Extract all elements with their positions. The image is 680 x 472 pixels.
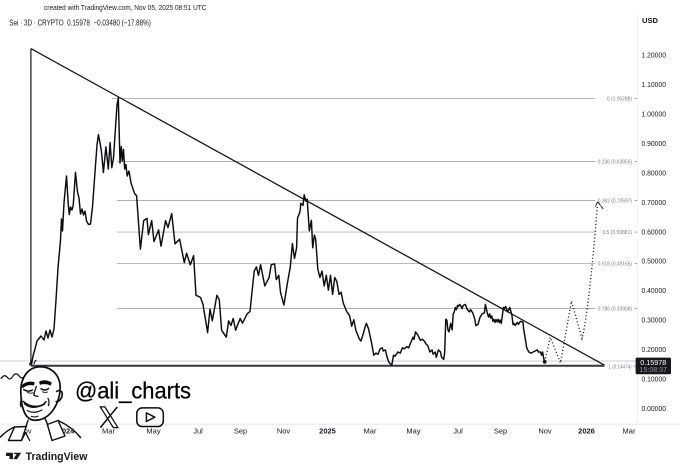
svg-text:Mar: Mar [623,427,636,436]
svg-text:created with TradingView.com,: created with TradingView.com, Nov 05, 20… [44,3,207,12]
svg-text:May: May [406,427,420,436]
svg-text:Sep: Sep [494,427,507,436]
svg-text:1.00000: 1.00000 [642,110,667,119]
svg-text:1.10000: 1.10000 [642,80,667,89]
svg-text:2024: 2024 [58,427,76,436]
svg-text:0.50000: 0.50000 [642,257,667,266]
svg-text:15:08:37: 15:08:37 [640,367,668,374]
svg-text:1.20000: 1.20000 [642,51,667,60]
svg-text:0.20000: 0.20000 [642,345,667,354]
svg-text:0 (1.05288): 0 (1.05288) [607,97,632,103]
svg-text:May: May [146,427,160,436]
svg-text:Nov: Nov [538,427,552,436]
svg-text:2026: 2026 [578,427,595,436]
svg-text:0.10000: 0.10000 [642,375,667,384]
svg-text:0.618 (0.49165): 0.618 (0.49165) [598,262,632,268]
svg-text:0.00000: 0.00000 [642,404,667,413]
svg-text:0.786 (0.33908): 0.786 (0.33908) [598,307,632,313]
svg-text:Mar: Mar [102,427,115,436]
svg-text:0.382 (0.70597): 0.382 (0.70597) [598,199,632,205]
svg-text:0.60000: 0.60000 [642,227,667,236]
svg-text:Jul: Jul [193,427,203,436]
svg-text:0.70000: 0.70000 [642,198,667,207]
svg-text:0.40000: 0.40000 [642,286,667,295]
svg-text:0.30000: 0.30000 [642,316,667,325]
svg-text:Sep: Sep [234,427,247,436]
svg-text:Nov: Nov [277,427,291,436]
svg-text:USD: USD [642,16,659,25]
svg-text:Jul: Jul [453,427,463,436]
svg-text:1 (0.14474): 1 (0.14474) [609,364,632,370]
svg-text:Sei · 3D · CRYPTO 0.15978 −0: Sei · 3D · CRYPTO 0.15978 −0.03480 (−17.… [9,18,151,27]
svg-text:0.236 (0.83856): 0.236 (0.83856) [598,160,632,166]
svg-text:0.15978: 0.15978 [640,358,666,367]
svg-text:Mar: Mar [364,427,377,436]
svg-text:TradingView: TradingView [26,451,88,463]
svg-text:0.80000: 0.80000 [642,168,667,177]
svg-text:0.5 (0.59881): 0.5 (0.59881) [602,230,632,236]
svg-text:2025: 2025 [319,427,336,436]
svg-text:@ali_charts: @ali_charts [75,377,191,403]
svg-text:0.90000: 0.90000 [642,139,667,148]
